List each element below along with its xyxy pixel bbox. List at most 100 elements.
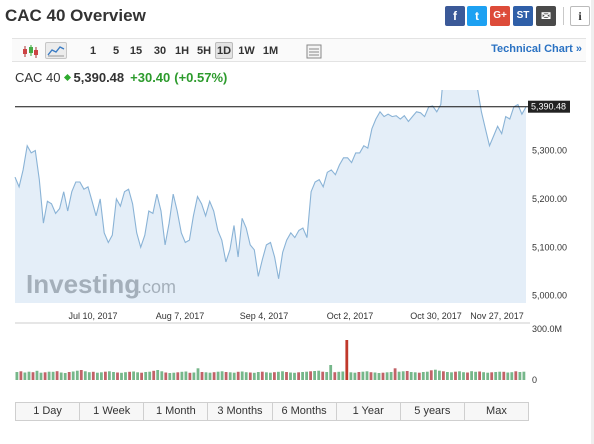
stocktwits-share-button[interactable]: ST: [513, 6, 533, 26]
volume-bar: [27, 371, 31, 380]
panel-edge: [591, 0, 594, 444]
volume-bar: [450, 372, 453, 380]
volume-bar: [289, 372, 292, 380]
volume-bar: [514, 371, 518, 380]
volume-bar: [124, 372, 127, 380]
volume-bar: [373, 372, 377, 380]
volume-bar: [96, 372, 99, 380]
x-tick-label: Sep 4, 2017: [240, 311, 289, 321]
volume-bar: [401, 371, 405, 380]
volume-bar: [188, 372, 192, 380]
twitter-share-button[interactable]: t: [467, 6, 487, 26]
volume-bar: [252, 372, 256, 380]
volume-bar: [232, 372, 236, 380]
volume-bar: [256, 372, 260, 380]
volume-bar: [506, 372, 510, 380]
volume-bar: [184, 371, 188, 380]
volume-bar: [260, 371, 264, 380]
price-line: [14, 90, 527, 279]
volume-bar: [168, 373, 172, 380]
volume-bar: [269, 372, 272, 380]
chart-settings-icon[interactable]: [302, 42, 324, 59]
instrument-name: CAC 40: [15, 70, 61, 85]
info-icon[interactable]: i: [570, 6, 590, 26]
range-button-1-week[interactable]: 1 Week: [80, 403, 145, 420]
range-button-max[interactable]: Max: [486, 405, 507, 417]
volume-bar: [317, 370, 321, 380]
range-button-1-month[interactable]: 1 Month: [144, 403, 209, 420]
volume-bar: [381, 372, 385, 380]
market-open-icon: [63, 73, 71, 81]
facebook-share-button[interactable]: f: [445, 6, 465, 26]
volume-bar: [104, 371, 107, 380]
timeframe-button-15[interactable]: 15: [129, 45, 143, 57]
timeframe-button-1[interactable]: 1: [89, 45, 97, 57]
volume-bar: [377, 373, 381, 380]
googleplus-share-button[interactable]: G+: [490, 6, 510, 26]
volume-bar: [470, 371, 473, 380]
price-chart[interactable]: Investing .com 5,300.005,200.005,100.005…: [0, 90, 594, 395]
range-button-5-years[interactable]: 5 years: [401, 403, 465, 420]
volume-bar: [108, 371, 111, 380]
x-tick-label: Aug 7, 2017: [156, 311, 205, 321]
volume-bar: [79, 370, 83, 380]
range-button-6-months[interactable]: 6 Months: [273, 403, 337, 420]
volume-bar: [200, 372, 204, 380]
y-tick-label: 5,100.00: [532, 242, 567, 252]
volume-bar: [329, 365, 333, 380]
timeframe-button-5[interactable]: 5: [112, 45, 120, 57]
volume-bar: [244, 372, 248, 380]
header-divider: [563, 7, 564, 25]
volume-bar: [389, 372, 393, 380]
chart-toolbar: Technical Chart » 1 5 15 30 1H 5H 1D 1W 1M: [12, 38, 586, 62]
last-price: 5,390.48: [73, 70, 125, 85]
volume-bar: [297, 372, 300, 380]
timeframe-button-1d[interactable]: 1D: [215, 42, 233, 59]
volume-bar: [474, 371, 477, 380]
volume-bar: [43, 372, 47, 380]
volume-bar: [172, 372, 176, 380]
range-button-3-months[interactable]: 3 Months: [208, 403, 273, 420]
candlestick-chart-icon[interactable]: [18, 42, 40, 59]
volume-bar: [216, 371, 220, 380]
volume-bar: [337, 371, 341, 380]
volume-bar: [458, 371, 461, 380]
volume-bar: [248, 372, 252, 380]
volume-bar: [301, 372, 304, 380]
investing-watermark: Investing .com: [26, 269, 176, 299]
volume-bar: [128, 371, 131, 380]
volume-bar: [417, 372, 421, 380]
volume-bar: [192, 372, 196, 380]
volume-bar: [325, 372, 329, 380]
technical-chart-link[interactable]: Technical Chart »: [491, 43, 582, 55]
volume-bar: [281, 371, 284, 380]
timeframe-button-30[interactable]: 30: [153, 45, 167, 57]
volume-bar: [490, 372, 494, 380]
volume-bar: [212, 372, 216, 380]
volume-bar: [265, 372, 268, 380]
volume-bar: [140, 372, 143, 380]
timeframe-button-1w[interactable]: 1W: [238, 45, 255, 57]
area-chart-icon[interactable]: [45, 42, 67, 59]
volume-bar: [180, 371, 184, 380]
email-share-button[interactable]: ✉: [536, 6, 556, 26]
volume-bar: [156, 370, 160, 380]
timeframe-button-5h[interactable]: 5H: [196, 45, 212, 57]
overview-header: CAC 40 Overview f t G+ ST ✉ i: [0, 0, 594, 34]
volume-bar: [87, 372, 91, 380]
volume-bar: [333, 372, 337, 380]
volume-bar: [31, 372, 35, 380]
range-button-1-day[interactable]: 1 Day: [16, 403, 81, 420]
volume-bar: [321, 371, 325, 380]
timeframe-button-1m[interactable]: 1M: [262, 45, 279, 57]
volume-bar: [482, 372, 485, 380]
quote-summary: CAC 40 5,390.48 +30.40 (+0.57%): [15, 70, 227, 90]
range-button-1-year[interactable]: 1 Year: [337, 403, 401, 420]
volume-bar: [100, 372, 103, 380]
watermark-suffix: .com: [137, 277, 176, 297]
volume-bar: [240, 371, 244, 380]
volume-bar: [196, 368, 200, 380]
price-axis: 5,300.00 5,200.00 5,100.00 5,000.00: [532, 146, 567, 301]
timeframe-button-1h[interactable]: 1H: [174, 45, 190, 57]
volume-bar: [446, 372, 449, 380]
